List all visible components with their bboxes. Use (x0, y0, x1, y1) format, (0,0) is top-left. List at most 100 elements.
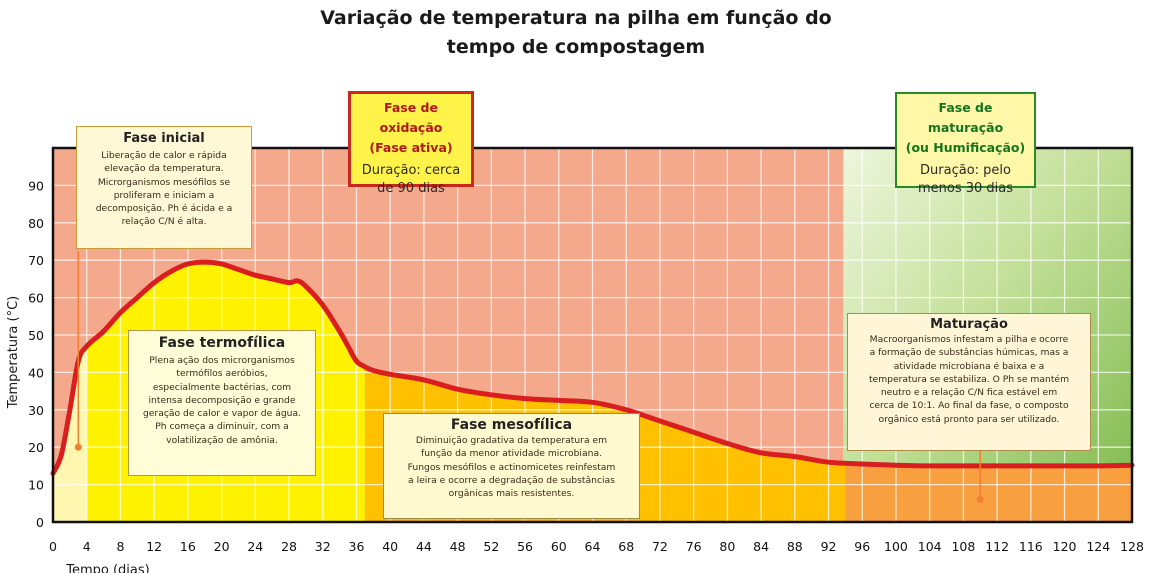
termofilica-line-5: Ph começa a diminuir, com a (155, 421, 289, 433)
temperature-curve (50, 259, 1135, 476)
x-tick-60: 60 (551, 539, 567, 554)
x-tick-108: 108 (951, 539, 975, 554)
maturacao-line-6: orgânico está pronto para ser utilizado. (878, 413, 1060, 425)
x-tick-8: 8 (116, 539, 124, 554)
maturacao-line-4: neutro e a relação C/N fica estável em (880, 387, 1058, 399)
maturacao-line-1: a formação de substâncias húmicas, mas a (869, 347, 1069, 359)
termofilica-line-6: volatilização de amônia. (166, 434, 278, 446)
axes (51, 146, 1134, 524)
maturation-marker (976, 496, 984, 504)
y-tick-40: 40 (28, 365, 44, 380)
mesophilic-phase-text: Diminuição gradativa da temperatura em fu… (388, 434, 635, 500)
maturacao-line-3: temperatura se estabiliza. O Ph se manté… (868, 373, 1070, 385)
mesofilica-line-4: orgânicas mais resistentes. (448, 488, 575, 500)
oxidation-phase-title-1: Fase de oxidação (379, 100, 443, 135)
y-tick-50: 50 (28, 328, 44, 343)
y-tick-0: 0 (36, 515, 44, 530)
x-tick-32: 32 (315, 539, 331, 554)
x-tick-120: 120 (1053, 539, 1077, 554)
x-axis-label: Tempo (dias) (65, 563, 149, 573)
x-tick-80: 80 (719, 539, 735, 554)
termofilica-line-4: geração de calor e vapor de água. (142, 408, 302, 420)
x-tick-20: 20 (214, 539, 230, 554)
y-tick-70: 70 (28, 253, 44, 268)
x-tick-56: 56 (517, 539, 533, 554)
chart-title-line-2: tempo de compostagem (446, 36, 706, 58)
mesofilica-line-3: a leira e ocorre a degradação de substân… (408, 474, 615, 486)
chart-title: Variação de temperatura na pilha em funç… (0, 4, 1152, 62)
maturation-duration-1: Duração: pelo (920, 163, 1011, 178)
y-tick-labels: 0 10 20 30 40 50 60 70 80 90 (28, 178, 44, 530)
x-tick-24: 24 (247, 539, 263, 554)
y-tick-30: 30 (28, 403, 44, 418)
x-tick-52: 52 (483, 539, 499, 554)
plot-frame (51, 146, 1134, 524)
x-tick-128: 128 (1120, 539, 1144, 554)
y-tick-20: 20 (28, 440, 44, 455)
x-tick-92: 92 (821, 539, 837, 554)
x-tick-48: 48 (450, 539, 466, 554)
mesofilica-line-2: Fungos mesófilos e actinomicetes reinfes… (407, 461, 616, 473)
inicial-line-1: elevação da temperatura. (104, 163, 224, 175)
initial-phase-title: Fase inicial (123, 131, 205, 146)
termofilica-line-1: termófilos aeróbios, (176, 368, 268, 380)
y-tick-10: 10 (28, 478, 44, 493)
maturation-text: Macroorganismos infestam a pilha e ocorr… (852, 333, 1086, 426)
x-tick-28: 28 (281, 539, 297, 554)
oxidation-phase-title-2: (Fase ativa) (369, 140, 453, 155)
x-tick-72: 72 (652, 539, 668, 554)
initial-marker (74, 443, 82, 451)
mesophilic-phase-title: Fase mesofílica (450, 417, 573, 433)
x-tick-124: 124 (1086, 539, 1110, 554)
x-tick-112: 112 (985, 539, 1009, 554)
y-axis-label: Temperatura (°C) (6, 296, 21, 409)
thermophilic-phase-text: Plena ação dos microrganismos termófilos … (133, 354, 311, 447)
maturacao-line-0: Macroorganismos infestam a pilha e ocorr… (869, 334, 1069, 345)
oxidation-phase-box: Fase de oxidação (Fase ativa) Duração: c… (348, 91, 474, 196)
x-tick-104: 104 (918, 539, 942, 554)
chart-title-line-1: Variação de temperatura na pilha em funç… (320, 7, 832, 29)
markers (74, 251, 984, 504)
maturation-phase-title-1: Fase de maturação (927, 100, 1004, 135)
initial-phase-box: Fase inicial Liberação de calor e rápida… (76, 126, 252, 249)
y-tick-80: 80 (28, 216, 44, 231)
oxidation-duration-2: de 90 dias (377, 181, 445, 196)
y-tick-60: 60 (28, 291, 44, 306)
x-tick-44: 44 (416, 539, 432, 554)
maturation-title: Maturação (930, 317, 1008, 332)
maturation-phase-box: Fase de maturação (ou Humificação) Duraç… (895, 92, 1036, 196)
temperature-curve-group (50, 259, 1135, 476)
thermophilic-phase-box: Fase termofílica Plena ação dos microrga… (128, 330, 316, 476)
maturacao-line-5: cerca de 10:1. Ao final da fase, o compo… (869, 400, 1069, 412)
x-tick-36: 36 (349, 539, 365, 554)
x-tick-labels: 0 4 8 12 16 20 24 28 32 36 40 44 48 52 56 60 64 68 72 76 80 8… (49, 539, 1144, 554)
mesophilic-phase-box: Fase mesofílica Diminuição gradativa da … (383, 413, 640, 519)
termofilica-line-2: especialmente bactérias, com (152, 381, 292, 393)
maturacao-line-2: atividade microbiana é baixa e a (893, 360, 1045, 372)
mesofilica-line-1: função da menor atividade microbiana. (420, 448, 602, 460)
x-tick-88: 88 (787, 539, 803, 554)
x-tick-100: 100 (884, 539, 908, 554)
oxidation-duration-1: Duração: cerca (361, 163, 461, 178)
x-tick-84: 84 (753, 539, 769, 554)
x-tick-96: 96 (854, 539, 870, 554)
x-tick-116: 116 (1019, 539, 1043, 554)
maturation-box: Maturação Macroorganismos infestam a pil… (847, 313, 1091, 451)
x-tick-0: 0 (49, 539, 57, 554)
mesofilica-line-0: Diminuição gradativa da temperatura em (415, 435, 608, 446)
inicial-line-2: Microrganismos mesófilos se (97, 176, 231, 188)
initial-phase-text: Liberação de calor e rápida elevação da t… (81, 149, 247, 229)
inicial-line-5: relação C/N é alta. (121, 216, 207, 228)
inicial-line-4: decomposição. Ph é ácida e a (95, 203, 233, 215)
inicial-line-3: proliferam e iniciam a (113, 189, 215, 201)
termofilica-line-3: intensa decomposição e grande (148, 394, 296, 406)
inicial-line-0: Liberação de calor e rápida (101, 150, 227, 161)
x-tick-4: 4 (83, 539, 91, 554)
thermophilic-phase-title: Fase termofílica (158, 335, 286, 351)
x-tick-76: 76 (686, 539, 702, 554)
termofilica-line-0: Plena ação dos microrganismos (149, 355, 295, 366)
x-tick-16: 16 (180, 539, 196, 554)
x-tick-12: 12 (146, 539, 162, 554)
x-tick-40: 40 (382, 539, 398, 554)
maturation-duration-2: menos 30 dias (917, 181, 1014, 196)
